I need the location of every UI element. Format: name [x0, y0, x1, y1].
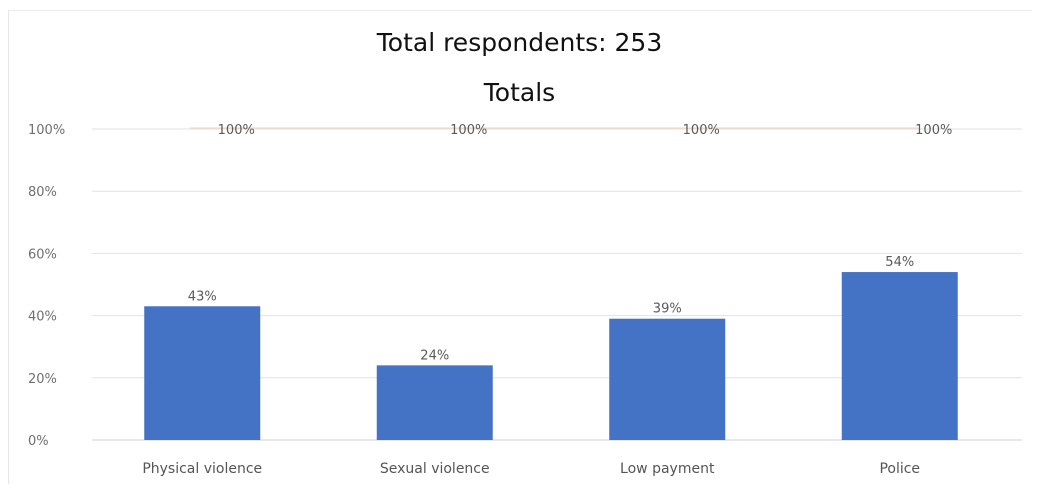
category-label: Low payment	[620, 461, 715, 477]
data-label: 54%	[885, 255, 914, 270]
category-label: Police	[879, 461, 920, 477]
bars	[144, 272, 958, 440]
chart-subtitle: Totals	[483, 78, 556, 107]
data-label: 43%	[188, 289, 217, 304]
y-tick-label: 40%	[28, 310, 57, 325]
bar	[144, 306, 261, 440]
y-tick-label: 60%	[28, 247, 57, 262]
y-axis-tick-labels: 0% 20% 40% 60% 80% 100%	[28, 123, 65, 449]
y-tick-label: 80%	[28, 185, 57, 200]
category-label: Sexual violence	[380, 461, 490, 477]
y-tick-label: 20%	[28, 372, 57, 387]
total-data-label: 100%	[683, 123, 720, 138]
bar	[841, 272, 958, 440]
y-tick-label: 0%	[28, 434, 49, 449]
data-labels: 43% 100% 24% 100% 39% 100% 54% 100%	[188, 123, 953, 363]
bar	[376, 365, 493, 440]
y-tick-label: 100%	[28, 123, 65, 138]
bar	[609, 318, 726, 440]
data-label: 39%	[653, 302, 682, 317]
category-labels: Physical violence Sexual violence Low paym…	[142, 461, 920, 477]
chart-frame	[8, 10, 1032, 484]
total-data-label: 100%	[218, 123, 255, 138]
category-label: Physical violence	[142, 461, 262, 477]
total-data-label: 100%	[915, 123, 952, 138]
total-data-label: 100%	[450, 123, 487, 138]
chart-title: Total respondents: 253	[376, 28, 663, 57]
data-label: 24%	[420, 348, 449, 363]
